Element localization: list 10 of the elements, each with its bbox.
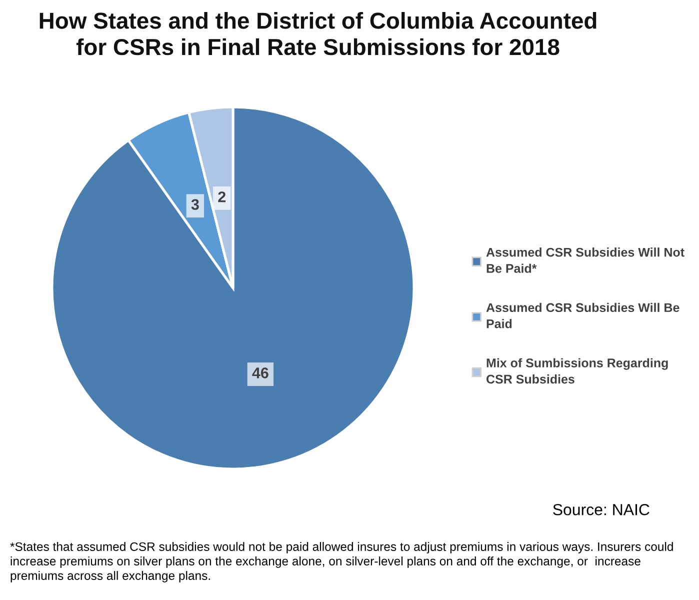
data-label: 3 [191, 199, 199, 210]
data-label: 2 [218, 191, 226, 202]
legend-label: Mix of Sumbissions Regarding CSR Subsidies [486, 358, 668, 384]
text: *States that assumed CSR subsidies would not be paid allowed insures to adjust premiums in various ways. Insurers could increase premiums on silver plans on the exchange alone, on silver-level plans on and off the exchange, or increase premiums across all exchange plans. [10, 542, 673, 582]
pie-slice [50, 106, 416, 470]
legend-label: Assumed CSR Subsidies Will Be Paid [486, 302, 680, 328]
data-label: 46 [252, 368, 268, 378]
legend-label: Assumed CSR Subsidies Will Not Be Paid* [486, 248, 684, 273]
chart-title: How States and the District of Columbia Accounted for CSRs in Final Rate Submissions for 2018 [40, 12, 596, 56]
source-note: Source: NAIC [553, 504, 650, 516]
